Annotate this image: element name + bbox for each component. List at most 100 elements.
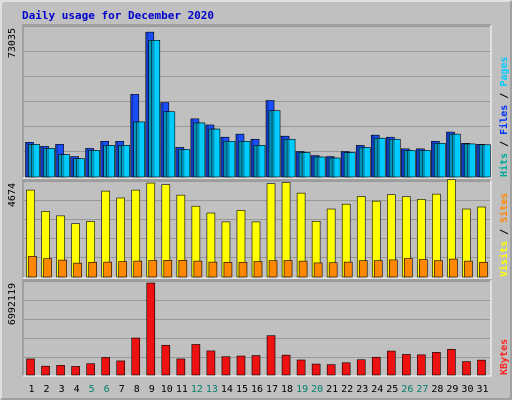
bar-body bbox=[373, 260, 383, 278]
x-tick-label: 4 bbox=[74, 384, 80, 395]
bar-body bbox=[28, 255, 37, 278]
bar-body bbox=[91, 150, 100, 178]
bar-shade bbox=[407, 150, 410, 177]
bar-pages bbox=[256, 145, 266, 178]
bar-body bbox=[101, 357, 110, 376]
bar-shade bbox=[167, 111, 170, 177]
bar-shade bbox=[71, 156, 74, 177]
bar-shade bbox=[29, 144, 32, 177]
x-tick-label: 8 bbox=[134, 384, 140, 395]
legend-separator: / bbox=[499, 223, 510, 241]
bar-kbytes bbox=[341, 362, 351, 376]
bar-kbytes bbox=[101, 357, 110, 376]
bar-body bbox=[226, 140, 236, 178]
bar-sites bbox=[464, 260, 473, 278]
bar-sites bbox=[283, 260, 293, 278]
bar-shade bbox=[251, 139, 254, 177]
bar-shade bbox=[302, 152, 305, 177]
bar-body bbox=[236, 355, 246, 376]
x-tick-label: 21 bbox=[326, 384, 338, 395]
bar-shade bbox=[59, 154, 62, 177]
bar-shade bbox=[359, 147, 362, 177]
x-tick-label: 22 bbox=[341, 384, 353, 395]
bar-shade bbox=[254, 145, 257, 177]
bar-body bbox=[161, 344, 171, 376]
bar-sites bbox=[238, 262, 248, 278]
bar-shade bbox=[389, 139, 392, 177]
bar-shade bbox=[182, 149, 185, 177]
bar-shade bbox=[401, 148, 404, 177]
bar-kbytes bbox=[326, 364, 336, 376]
bar-sites bbox=[133, 260, 143, 278]
bar-pages bbox=[286, 138, 296, 178]
bar-body bbox=[31, 144, 40, 178]
bar-shade bbox=[287, 139, 290, 177]
bar-shade bbox=[164, 111, 167, 177]
bar-shade bbox=[47, 148, 50, 177]
bar-sites bbox=[328, 262, 338, 278]
x-tick-label: 15 bbox=[236, 384, 248, 395]
bar-shade bbox=[26, 142, 29, 177]
bar-body bbox=[331, 157, 341, 178]
bar-shade bbox=[450, 134, 453, 177]
bar-body bbox=[151, 40, 161, 178]
bar-body bbox=[434, 260, 443, 278]
bar-kbytes bbox=[386, 350, 396, 376]
bar-shade bbox=[119, 145, 122, 177]
bar-shade bbox=[107, 145, 110, 177]
bar-shade bbox=[296, 151, 299, 177]
bar-kbytes bbox=[161, 344, 171, 376]
bar-pages bbox=[121, 145, 131, 178]
bar-kbytes bbox=[311, 363, 321, 376]
bar-body bbox=[356, 359, 366, 376]
bar-body bbox=[328, 262, 338, 278]
bar-body bbox=[121, 145, 131, 178]
bar-pages bbox=[467, 143, 476, 178]
bar-body bbox=[482, 144, 491, 178]
x-tick-label: 9 bbox=[149, 384, 155, 395]
bar-kbytes bbox=[432, 352, 441, 376]
bar-sites bbox=[223, 262, 233, 278]
bar-shade bbox=[131, 94, 134, 177]
bar-body bbox=[271, 110, 281, 178]
bar-body bbox=[286, 138, 296, 178]
legend-label: Hits / Files / Pages bbox=[498, 57, 510, 177]
bar-shade bbox=[86, 148, 89, 177]
bar-body bbox=[477, 359, 486, 376]
bar-body bbox=[136, 121, 146, 178]
x-tick-label: 13 bbox=[206, 384, 218, 395]
bar-shade bbox=[483, 144, 486, 177]
legend-label: Visits / Sites bbox=[498, 193, 510, 277]
bar-shade bbox=[434, 143, 437, 177]
x-tick-label: 20 bbox=[311, 384, 323, 395]
legend-entry: Visits bbox=[498, 241, 510, 277]
x-tick-label: 27 bbox=[416, 384, 428, 395]
bar-sites bbox=[28, 255, 37, 278]
bar-sites bbox=[343, 261, 353, 278]
bar-shade bbox=[392, 139, 395, 177]
chart-panels: 73035 Hits / Files / Pages 4674 Visits / Si… bbox=[7, 24, 510, 377]
bar-shade bbox=[311, 155, 314, 177]
bar-body bbox=[452, 133, 461, 178]
bar-shade bbox=[221, 137, 224, 177]
bar-body bbox=[43, 258, 52, 278]
x-tick-label: 16 bbox=[251, 384, 263, 395]
bar-shade bbox=[257, 145, 260, 177]
bar-kbytes bbox=[371, 356, 381, 376]
bar-sites bbox=[479, 262, 488, 278]
bar-sites bbox=[178, 260, 188, 278]
bar-body bbox=[358, 260, 368, 278]
x-tick-label: 17 bbox=[266, 384, 278, 395]
bar-pages bbox=[61, 154, 70, 178]
bar-shade bbox=[149, 40, 152, 178]
bar-shade bbox=[194, 122, 197, 177]
bar-kbytes bbox=[417, 354, 426, 376]
bar-shade bbox=[176, 147, 179, 177]
x-tick-label: 24 bbox=[371, 384, 383, 395]
bar-shade bbox=[116, 141, 119, 177]
chart-title: Daily usage for December 2020 bbox=[22, 9, 214, 22]
bar-body bbox=[417, 354, 426, 376]
x-tick-label: 14 bbox=[221, 384, 233, 395]
bar-shade bbox=[344, 152, 347, 177]
bar-body bbox=[432, 352, 441, 376]
